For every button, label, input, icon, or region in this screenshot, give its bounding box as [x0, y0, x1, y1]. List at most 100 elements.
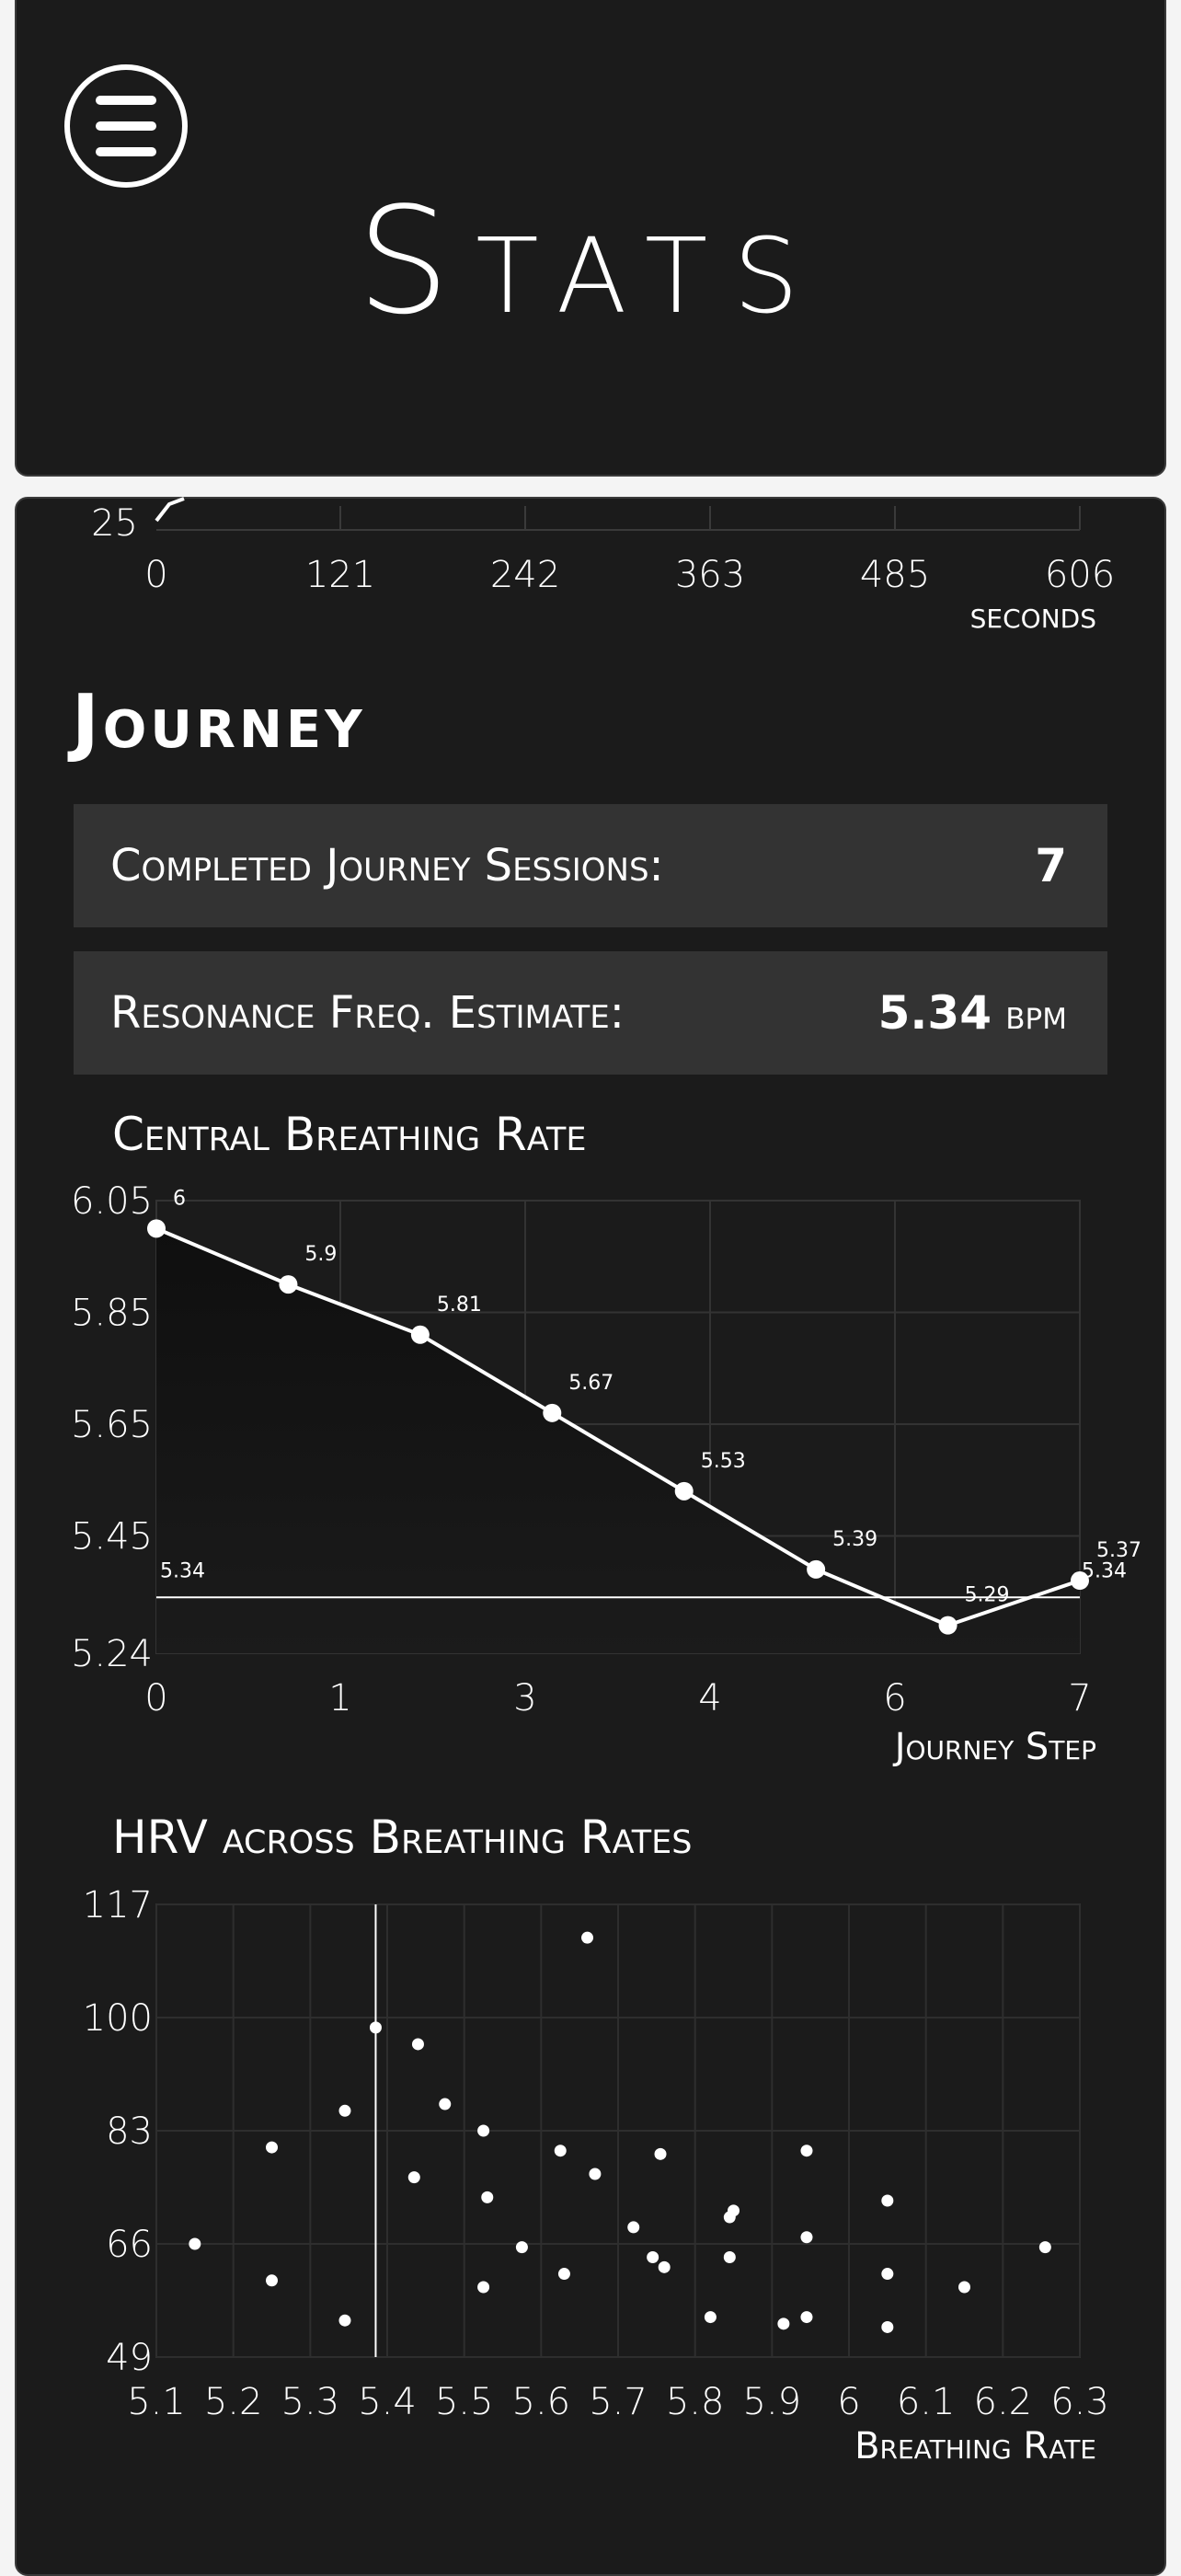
resonance-estimate-value-group: 5.34 bpm: [878, 986, 1067, 1040]
x-tick-label: 5.5: [435, 2381, 494, 2423]
top-chart-x-ticks: 0 121 242 363 485 606: [144, 554, 1115, 596]
breathing-rate-chart-title: Central Breathing Rate: [112, 1108, 587, 1161]
breathing-rate-point[interactable]: [543, 1403, 562, 1422]
y-tick-label: 6.05: [71, 1180, 153, 1223]
hrv-point[interactable]: [411, 2038, 424, 2051]
resonance-estimate-row: Resonance Freq. Estimate: 5.34 bpm: [74, 951, 1107, 1075]
breathing-rate-point[interactable]: [410, 1325, 430, 1344]
hrv-point[interactable]: [647, 2250, 659, 2263]
breathing-rate-value-label: 5.53: [701, 1450, 746, 1473]
resonance-estimate-value: 5.34: [877, 986, 992, 1040]
header-card: [15, 0, 1166, 477]
hrv-point[interactable]: [189, 2237, 201, 2250]
hrv-scatter-chart[interactable]: 117 100 83 66 49 5.1 5.2 5.3 5.4 5.5 5.6 5.7 5.8 5.9…: [0, 1877, 1181, 2466]
breathing-rate-value-label: 5.29: [965, 1584, 1010, 1607]
top-chart-x-tick: 485: [860, 554, 930, 596]
hrv-point[interactable]: [477, 2281, 490, 2294]
hrv-point[interactable]: [728, 2204, 740, 2217]
hrv-point[interactable]: [704, 2311, 717, 2324]
breathing-rate-point[interactable]: [674, 1481, 694, 1501]
breathing-rate-point[interactable]: [279, 1275, 298, 1294]
hrv-point[interactable]: [1038, 2241, 1051, 2254]
hrv-point[interactable]: [477, 2124, 490, 2137]
y-tick-label: 5.24: [71, 1633, 153, 1675]
hrv-point[interactable]: [958, 2281, 970, 2294]
x-tick-label: 5.8: [666, 2381, 725, 2423]
breathing-rate-value-label: 5.39: [832, 1528, 877, 1551]
x-tick-label: 6: [883, 1677, 906, 1719]
x-tick-label: 5.4: [358, 2381, 417, 2423]
hrv-point[interactable]: [627, 2221, 640, 2234]
x-tick-label: 5.3: [281, 2381, 340, 2423]
top-chart-fragment: 25 0 121 242 363 485 606 seconds: [91, 497, 1115, 637]
journey-section-title: Journey: [72, 679, 366, 765]
x-tick-label: 3: [513, 1677, 536, 1719]
breathing-rate-line-chart[interactable]: 5.34 5.34 6 5.9 5.81 5.67 5.53 5.39 5.29 5.37 6.…: [0, 1178, 1181, 1766]
hrv-point[interactable]: [481, 2191, 494, 2203]
x-tick-label: 1: [328, 1677, 351, 1719]
breathing-rate-value-label: 5.37: [1096, 1539, 1141, 1562]
hrv-point[interactable]: [881, 2194, 894, 2207]
resonance-estimate-unit: bpm: [1005, 992, 1067, 1039]
x-tick-label: 6.3: [1050, 2381, 1109, 2423]
hrv-point[interactable]: [369, 2021, 382, 2034]
breathing-rate-value-label: 5.9: [304, 1243, 337, 1266]
hrv-point[interactable]: [439, 2098, 452, 2110]
x-tick-label: 5.9: [743, 2381, 802, 2423]
reference-line-label-right: 5.34: [1082, 1559, 1127, 1582]
completed-sessions-row: Completed Journey Sessions: 7: [74, 804, 1107, 927]
top-chart-x-tick: 121: [305, 554, 375, 596]
line-area-fill: [156, 1228, 1080, 1653]
hrv-point[interactable]: [338, 2104, 351, 2117]
hrv-point[interactable]: [581, 1931, 594, 1944]
breathing-rate-point[interactable]: [938, 1616, 957, 1635]
top-chart-x-tick: 363: [675, 554, 745, 596]
hrv-point[interactable]: [777, 2317, 790, 2330]
breathing-rate-point[interactable]: [147, 1219, 166, 1238]
hrv-point[interactable]: [554, 2145, 567, 2157]
breathing-rate-series-line: [155, 1226, 1081, 1627]
x-tick-label: 0: [144, 1677, 167, 1719]
hrv-point[interactable]: [800, 2311, 813, 2324]
hrv-point[interactable]: [723, 2250, 736, 2263]
y-tick-label: 49: [106, 2337, 153, 2379]
y-tick-label: 5.85: [71, 1292, 153, 1334]
y-tick-label: 5.65: [71, 1404, 153, 1446]
y-tick-label: 66: [106, 2224, 153, 2266]
x-tick-label: 4: [698, 1677, 721, 1719]
hrv-chart-title: HRV across Breathing Rates: [112, 1811, 693, 1864]
completed-sessions-label: Completed Journey Sessions:: [110, 840, 664, 891]
completed-sessions-value: 7: [1035, 839, 1067, 892]
breathing-rate-point[interactable]: [807, 1559, 826, 1579]
hrv-point[interactable]: [658, 2260, 671, 2273]
hrv-point[interactable]: [881, 2268, 894, 2281]
breathing-rate-point[interactable]: [1071, 1571, 1089, 1591]
hrv-point[interactable]: [800, 2231, 813, 2244]
hrv-point[interactable]: [800, 2145, 813, 2157]
top-chart-x-tick: 0: [144, 554, 167, 596]
hrv-x-label: Breathing Rate: [854, 2425, 1096, 2466]
hrv-point[interactable]: [266, 2274, 278, 2287]
top-chart-x-label: seconds: [970, 594, 1096, 637]
hrv-point[interactable]: [266, 2141, 278, 2154]
x-tick-label: 6.1: [897, 2381, 956, 2423]
y-tick-label: 5.45: [71, 1515, 153, 1558]
y-tick-label: 83: [106, 2110, 153, 2153]
top-chart-y-tick: 25: [91, 502, 138, 545]
resonance-estimate-label: Resonance Freq. Estimate:: [110, 987, 625, 1039]
hrv-point[interactable]: [515, 2241, 528, 2254]
reference-line-label-left: 5.34: [160, 1559, 205, 1582]
x-tick-label: 5.1: [127, 2381, 186, 2423]
hrv-point[interactable]: [654, 2147, 667, 2160]
x-tick-label: 5.2: [204, 2381, 263, 2423]
x-tick-label: 5.6: [512, 2381, 571, 2423]
breathing-rate-value-label: 5.81: [437, 1294, 482, 1317]
hrv-point[interactable]: [589, 2168, 602, 2180]
hrv-point[interactable]: [881, 2320, 894, 2333]
x-tick-label: 5.7: [589, 2381, 648, 2423]
hrv-point[interactable]: [338, 2314, 351, 2327]
menu-button[interactable]: [64, 64, 188, 188]
hrv-point[interactable]: [407, 2171, 420, 2184]
hrv-point[interactable]: [557, 2268, 570, 2281]
y-tick-label: 117: [83, 1884, 153, 1926]
